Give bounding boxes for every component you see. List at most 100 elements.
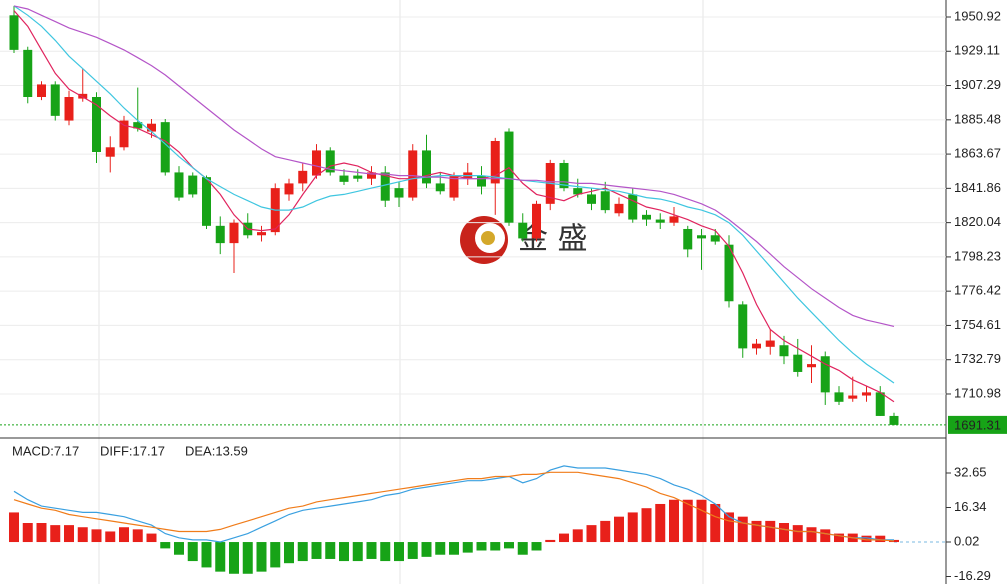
watermark: 金 盛	[518, 222, 588, 257]
macd-bar	[64, 525, 74, 543]
candle-body	[408, 150, 418, 198]
macd-bar	[875, 535, 886, 543]
candle-body	[367, 172, 376, 179]
macd-bar	[614, 516, 624, 543]
macd-bar	[449, 542, 459, 555]
macd-bar	[504, 542, 514, 549]
candle-body	[477, 175, 486, 187]
candle-body	[312, 150, 321, 176]
y-tick-label: 1776.42	[954, 283, 1001, 298]
macd-bar	[132, 529, 143, 543]
legend-label: MACD:7.17	[12, 443, 79, 458]
candle-body	[92, 97, 101, 152]
candle-body	[298, 170, 308, 184]
y-tick-label: -16.29	[954, 568, 991, 583]
candle-body	[174, 172, 184, 198]
macd-bar	[765, 520, 776, 543]
macd-bar	[669, 499, 679, 543]
candle-body	[587, 194, 596, 204]
macd-bar	[696, 499, 707, 543]
y-tick-label: 1841.86	[954, 180, 1001, 195]
macd-bar	[435, 542, 446, 555]
macd-bar	[352, 542, 363, 562]
macd-bar	[297, 542, 308, 562]
logo	[460, 216, 508, 264]
macd-bar	[641, 508, 652, 543]
macd-bar	[174, 542, 184, 555]
macd-line	[13, 471, 895, 542]
macd-bar	[531, 542, 542, 551]
y-tick-label: 1732.79	[954, 351, 1001, 366]
candle-body	[353, 175, 363, 179]
macd-bar	[146, 533, 157, 543]
candle-body	[188, 175, 198, 195]
macd-bar	[187, 542, 198, 562]
candle-body	[119, 120, 129, 148]
macd-bar	[792, 525, 803, 543]
macd-bar	[586, 525, 597, 543]
macd-bar	[36, 523, 47, 543]
y-tick-label: 1863.67	[954, 146, 1001, 161]
candle-body	[738, 304, 748, 349]
y-tick-label: 32.65	[954, 464, 987, 479]
legend-label: DEA:13.59	[185, 443, 248, 458]
candle-body	[518, 222, 528, 239]
candle-body	[133, 122, 143, 129]
macd-bar	[627, 512, 638, 543]
macd-bar	[737, 516, 748, 543]
macd-bar	[366, 542, 377, 559]
macd-bar	[22, 523, 33, 543]
candle-body	[807, 364, 816, 368]
candle-body	[202, 177, 211, 226]
macd-bar	[339, 542, 349, 562]
y-tick-label: 16.34	[954, 499, 987, 514]
moving-average	[13, 5, 895, 327]
candle-body	[50, 84, 60, 116]
candle-body	[779, 345, 789, 357]
candle-body	[683, 228, 693, 250]
y-tick-label: 1885.48	[954, 111, 1001, 126]
macd-bar	[600, 520, 611, 543]
candle-body	[752, 343, 761, 349]
macd-bar	[284, 542, 294, 564]
macd-bar	[751, 520, 762, 543]
macd-bar	[50, 525, 61, 543]
last-price-box	[948, 415, 1007, 434]
legend-label: DIFF:17.17	[100, 443, 165, 458]
macd-bar	[545, 539, 556, 543]
macd-bar	[572, 529, 583, 543]
macd-bar	[229, 542, 239, 574]
macd-bar	[490, 542, 501, 551]
candle-body	[573, 188, 583, 195]
candle-body	[532, 203, 541, 239]
macd-bar	[242, 542, 253, 574]
macd-bar	[105, 531, 116, 543]
candle-body	[105, 147, 115, 157]
candle-body	[834, 392, 844, 402]
candle-body	[793, 354, 803, 372]
candle-body	[724, 244, 734, 302]
macd-bar	[9, 512, 19, 543]
candle-body	[435, 183, 445, 192]
candle-body	[765, 340, 775, 347]
candle-body	[655, 219, 665, 223]
moving-average	[13, 5, 895, 384]
candle-body	[697, 235, 706, 239]
macd-bar	[462, 542, 473, 553]
macd-bar	[380, 542, 391, 562]
macd-bar	[421, 542, 432, 557]
candle-body	[380, 172, 390, 201]
macd-bar	[256, 542, 267, 572]
macd-bar	[215, 542, 226, 572]
last-price-label: 1691.31	[954, 417, 1001, 432]
macd-bar	[820, 529, 831, 543]
candle-body	[875, 392, 885, 416]
macd-bar	[394, 542, 404, 562]
y-tick-label: 1754.61	[954, 317, 1001, 332]
candle-body	[669, 216, 679, 223]
y-tick-label: 1820.04	[954, 214, 1001, 229]
macd-bar	[270, 542, 281, 568]
candle-body	[394, 188, 404, 198]
candle-body	[559, 162, 569, 189]
